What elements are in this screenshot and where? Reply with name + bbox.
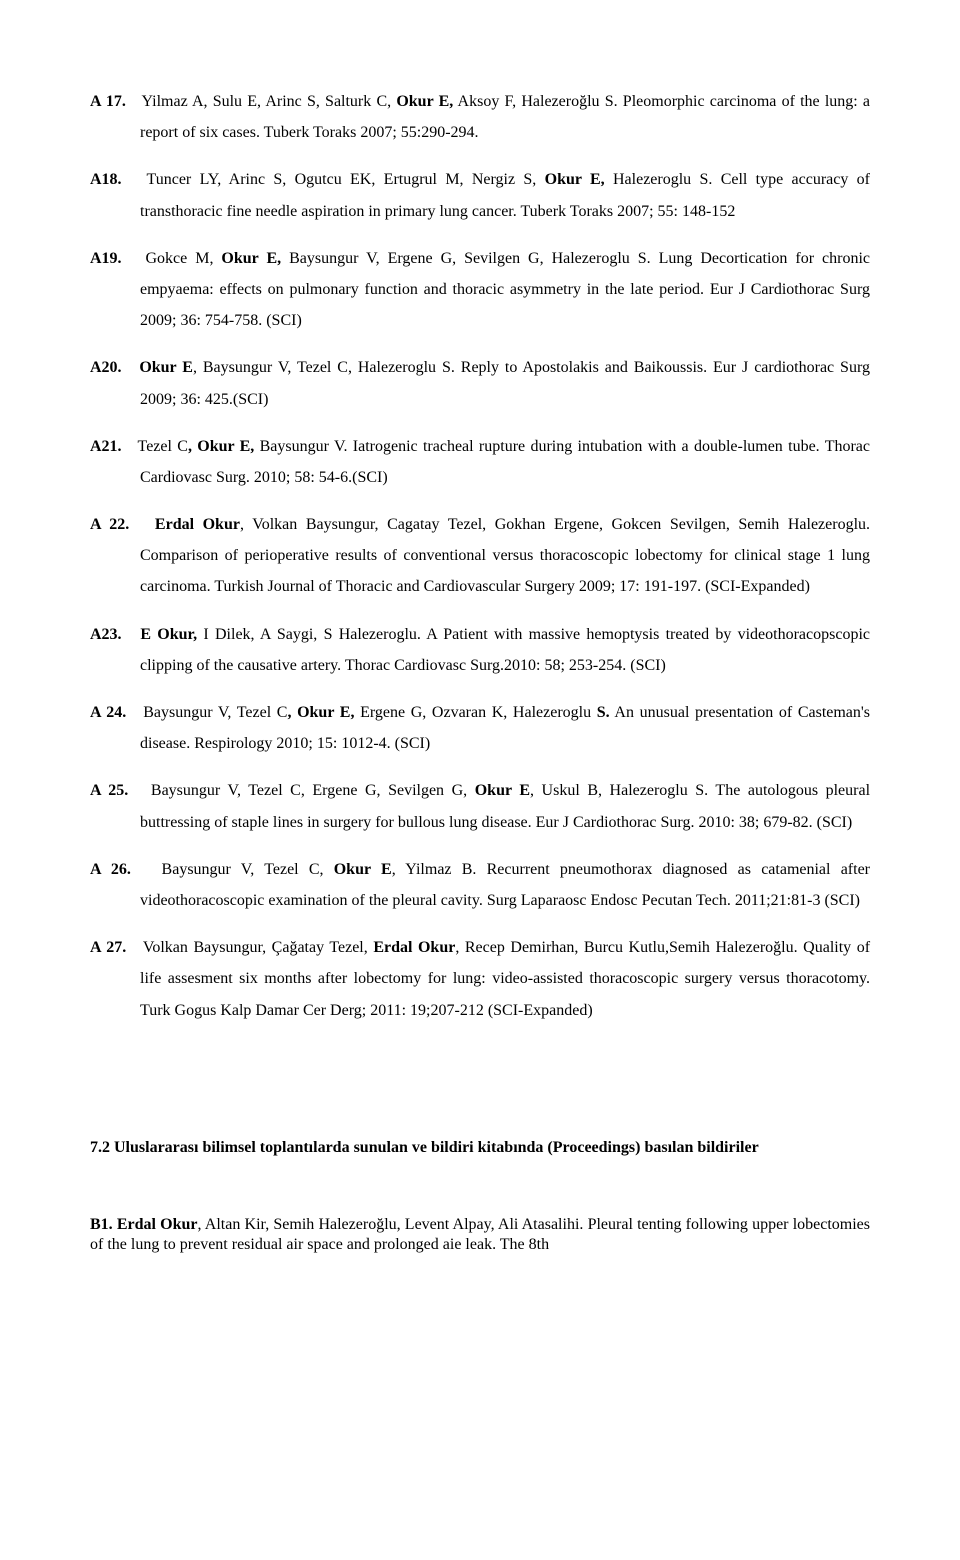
- ref-bold: Erdal Okur: [155, 516, 240, 533]
- ref-bold: S.: [597, 704, 610, 721]
- reference-item: A21. Tezel C, Okur E, Baysungur V. Iatro…: [90, 431, 870, 493]
- reference-item: A 24. Baysungur V, Tezel C, Okur E, Erge…: [90, 697, 870, 759]
- ref-num: A18.: [90, 171, 122, 188]
- ref-num: A 26.: [90, 861, 131, 878]
- ref-bold: E Okur,: [140, 626, 197, 643]
- ref-text: , Volkan Baysungur, Cagatay Tezel, Gokha…: [140, 516, 870, 595]
- ref-num: A 17.: [90, 93, 126, 110]
- ref-text: Volkan Baysungur, Çağatay Tezel,: [143, 939, 373, 956]
- reference-item: A23. E Okur, I Dilek, A Saygi, S Halezer…: [90, 619, 870, 681]
- ref-bold: Okur E: [334, 861, 392, 878]
- ref-bold: Okur E,: [221, 250, 281, 267]
- reference-item: A 25. Baysungur V, Tezel C, Ergene G, Se…: [90, 775, 870, 837]
- reference-item: A20. Okur E, Baysungur V, Tezel C, Halez…: [90, 352, 870, 414]
- ref-text: Tezel C: [138, 438, 188, 455]
- ref-num: A21.: [90, 438, 122, 455]
- ref-num: A 22.: [90, 516, 129, 533]
- ref-text: , Baysungur V, Tezel C, Halezeroglu S. R…: [140, 359, 870, 407]
- ref-num: A 27.: [90, 939, 126, 956]
- ref-text: Baysungur V, Tezel C,: [162, 861, 334, 878]
- ref-text: Yilmaz A, Sulu E, Arinc S, Salturk C,: [141, 93, 396, 110]
- reference-item: A 22. Erdal Okur, Volkan Baysungur, Caga…: [90, 509, 870, 603]
- ref-num: A19.: [90, 250, 122, 267]
- ref-text: Ergene G, Ozvaran K, Halezeroglu: [354, 704, 596, 721]
- reference-item: A 27. Volkan Baysungur, Çağatay Tezel, E…: [90, 932, 870, 1026]
- reference-item: A19. Gokce M, Okur E, Baysungur V, Ergen…: [90, 243, 870, 337]
- reference-b1: B1. Erdal Okur, Altan Kir, Semih Halezer…: [90, 1215, 870, 1255]
- reference-item: A18. Tuncer LY, Arinc S, Ogutcu EK, Ertu…: [90, 164, 870, 226]
- ref-text: , Altan Kir, Semih Halezeroğlu, Levent A…: [90, 1216, 870, 1253]
- ref-num: A23.: [90, 626, 122, 643]
- ref-bold: , Okur E,: [287, 704, 354, 721]
- ref-text: I Dilek, A Saygi, S Halezeroglu. A Patie…: [140, 626, 870, 674]
- ref-text: Tuncer LY, Arinc S, Ogutcu EK, Ertugrul …: [147, 171, 545, 188]
- ref-text: Baysungur V, Tezel C, Ergene G, Sevilgen…: [151, 782, 475, 799]
- reference-list: A 17. Yilmaz A, Sulu E, Arinc S, Salturk…: [90, 86, 870, 1026]
- ref-bold: Erdal Okur: [117, 1216, 198, 1233]
- ref-num: A 24.: [90, 704, 126, 721]
- ref-bold: Okur E: [139, 359, 193, 376]
- ref-bold: Okur E: [475, 782, 530, 799]
- section-heading: 7.2 Uluslararası bilimsel toplantılarda …: [90, 1136, 870, 1161]
- ref-num: A 25.: [90, 782, 128, 799]
- ref-num: B1.: [90, 1216, 113, 1233]
- reference-item: A 26. Baysungur V, Tezel C, Okur E, Yilm…: [90, 854, 870, 916]
- ref-num: A20.: [90, 359, 122, 376]
- ref-bold: Erdal Okur: [373, 939, 455, 956]
- reference-item: A 17. Yilmaz A, Sulu E, Arinc S, Salturk…: [90, 86, 870, 148]
- ref-bold: Okur E,: [545, 171, 605, 188]
- ref-text: Gokce M,: [145, 250, 221, 267]
- ref-bold: , Okur E,: [188, 438, 254, 455]
- ref-text: Baysungur V, Tezel C: [143, 704, 287, 721]
- ref-bold: Okur E,: [396, 93, 453, 110]
